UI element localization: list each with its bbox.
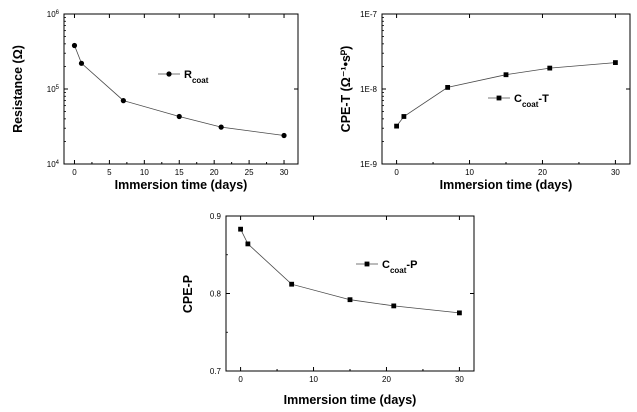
x-tick-label: 0: [72, 168, 77, 177]
x-tick-label: 5: [107, 168, 112, 177]
resistance-chart: 0 5 10 15 20 25 30 104 105 106 Immersion time (day…: [11, 10, 299, 192]
x-tick-label: 10: [140, 168, 149, 177]
y-axis-title: CPE-T (Ω⁻¹•sᴾ): [339, 46, 353, 133]
legend-marker: [364, 261, 370, 267]
y-axis-title: CPE-P: [181, 275, 195, 313]
x-tick-label: 0: [238, 375, 243, 384]
legend-label: Rcoat: [184, 69, 209, 85]
x-tick-label: 10: [309, 375, 318, 384]
data-point: [503, 72, 509, 78]
data-point: [281, 132, 287, 139]
data-point: [238, 226, 243, 232]
cpe-p-chart: 0 10 20 30 0.7 0.8 0.9 Immersion time (days) CPE…: [181, 212, 475, 407]
y-tick-label: 0.8: [210, 290, 222, 299]
data-point: [457, 310, 462, 316]
cpe-t-chart: 0 10 20 30 1E-9 1E-8 1E-7 Immersion time (days)…: [339, 10, 631, 192]
series-line: [240, 229, 460, 314]
x-axis-title: Immersion time (days): [284, 393, 417, 407]
data-point: [176, 113, 182, 120]
data-point: [613, 60, 618, 65]
data-point: [78, 60, 85, 66]
y-tick-label: 1E-8: [360, 85, 377, 94]
data-point: [347, 297, 353, 303]
legend-marker: [166, 71, 172, 77]
x-tick-label: 30: [455, 375, 464, 384]
x-tick-label: 0: [394, 168, 399, 177]
x-axis-title: Immersion time (days): [440, 178, 573, 192]
legend: Rcoat: [158, 69, 209, 85]
x-tick-label: 10: [465, 168, 474, 177]
legend-label: Ccoat-T: [514, 93, 549, 109]
y-tick-label: 106: [47, 10, 60, 19]
plot-frame: [381, 13, 631, 165]
data-point: [218, 124, 224, 130]
x-tick-label: 20: [538, 168, 547, 177]
y-axis-title: Resistance (Ω): [11, 45, 25, 133]
y-tick-label: 104: [47, 160, 60, 169]
y-tick-label: 1E-9: [360, 160, 377, 169]
y-tick-label: 105: [47, 85, 60, 94]
y-tick-label: 0.7: [210, 367, 222, 376]
data-point: [394, 123, 399, 129]
x-tick-label: 20: [382, 375, 391, 384]
data-point: [245, 241, 251, 247]
x-tick-label: 30: [280, 168, 289, 177]
legend-marker: [496, 95, 502, 101]
x-tick-label: 30: [611, 168, 620, 177]
data-point: [547, 65, 553, 71]
data-point: [445, 85, 451, 90]
data-point: [401, 114, 407, 119]
plot-frame: [225, 215, 475, 372]
data-point: [120, 98, 126, 104]
x-tick-label: 25: [245, 168, 254, 177]
y-tick-label: 1E-7: [360, 10, 377, 19]
x-axis-title: Immersion time (days): [115, 178, 248, 192]
legend-label: Ccoat-P: [382, 259, 417, 275]
data-point: [289, 281, 295, 287]
y-tick-label: 0.9: [210, 212, 222, 221]
series-line: [74, 45, 285, 136]
legend: Ccoat-P: [356, 259, 417, 275]
data-point: [71, 42, 78, 49]
series-line: [396, 62, 616, 127]
x-tick-label: 15: [175, 168, 184, 177]
plot-frame: [63, 13, 299, 165]
legend: Ccoat-T: [488, 93, 549, 109]
data-point: [391, 303, 397, 309]
x-tick-label: 20: [210, 168, 219, 177]
